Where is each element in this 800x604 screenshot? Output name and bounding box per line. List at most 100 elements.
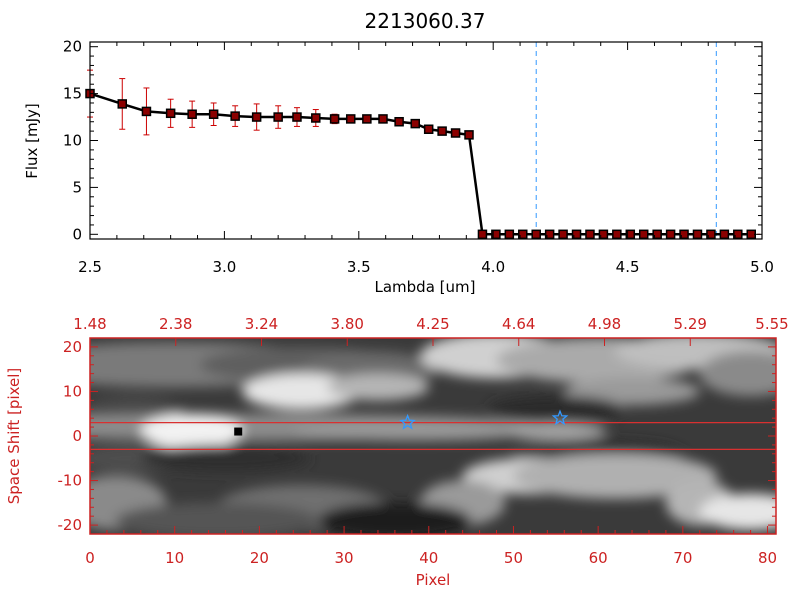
top-tick-label: 3.24	[245, 315, 278, 333]
image-intensity-patch	[699, 493, 776, 530]
data-point	[394, 116, 404, 127]
data-point	[329, 114, 340, 124]
y-tick-label: 15	[63, 85, 82, 103]
image-intensity-patch	[318, 502, 472, 534]
top-tick-label: 3.80	[331, 315, 364, 333]
y-tick-label: 10	[63, 132, 82, 150]
image-intensity-patch	[292, 422, 531, 441]
data-point	[544, 229, 555, 240]
x-tick-label: 5.0	[750, 258, 774, 276]
data-point	[437, 126, 447, 136]
data-point	[311, 113, 321, 123]
star-icon	[551, 409, 569, 426]
x-tick-label: 40	[419, 549, 438, 567]
x-tick-label: 50	[504, 549, 523, 567]
y-tick-label: 0	[72, 427, 82, 445]
x-tick-label: 4.0	[481, 258, 505, 276]
y-axis-label: Space Shift [pixel]	[5, 368, 23, 505]
pixel-axis-ticks: 0 10 20 30 40 50 60 70 80	[85, 526, 777, 567]
position-marker	[234, 427, 243, 436]
y-tick-label: 20	[63, 38, 82, 56]
data-point	[345, 114, 356, 124]
x-tick-label: 2.5	[78, 258, 102, 276]
data-point	[518, 229, 528, 240]
data-point	[612, 229, 622, 240]
top-tick-label: 4.25	[416, 315, 449, 333]
data-point	[679, 229, 689, 240]
data-point	[531, 229, 541, 240]
image-markers	[234, 409, 569, 436]
chart-title: 2213060.37	[365, 9, 486, 33]
flux-points	[85, 88, 756, 240]
y-tick-label: 10	[63, 382, 82, 400]
y-tick-label: 20	[63, 338, 82, 356]
data-point	[292, 112, 302, 122]
x-tick-label: 60	[589, 549, 608, 567]
data-point	[692, 229, 703, 240]
x-tick-label: 3.0	[212, 258, 236, 276]
data-point	[187, 109, 197, 119]
data-point	[117, 99, 128, 109]
x-tick-label: 20	[250, 549, 269, 567]
x-axis-label: Lambda [um]	[375, 278, 476, 296]
data-point	[625, 229, 636, 240]
image-intensity-patch	[487, 395, 624, 423]
data-point	[733, 229, 743, 240]
image-intensity-patch	[140, 444, 311, 472]
data-point	[423, 124, 434, 134]
top-tick-label: 1.48	[73, 315, 106, 333]
x-tick-label: 3.5	[347, 258, 371, 276]
y-axis-ticks: 0 5 10 15 20	[63, 38, 762, 243]
data-point	[652, 229, 662, 240]
data-point	[165, 108, 176, 119]
data-point	[598, 229, 609, 240]
y-tick-label: -10	[58, 472, 83, 490]
extraction-aperture-lines	[90, 422, 776, 450]
data-point	[477, 229, 488, 240]
x-tick-label: 0	[85, 549, 95, 567]
data-point	[504, 229, 515, 240]
star-icon	[399, 413, 416, 430]
x-tick-label: 30	[335, 549, 354, 567]
x-axis-label: Pixel	[416, 571, 451, 589]
image-intensity-patch	[699, 351, 776, 397]
data-point	[464, 130, 474, 140]
image-intensity-patch	[140, 413, 243, 450]
x-tick-label: 10	[165, 549, 184, 567]
vertical-markers	[493, 42, 762, 239]
y-tick-label: 0	[72, 225, 82, 243]
spectrum-plot-frame	[89, 41, 763, 240]
x-tick-label: 80	[758, 549, 777, 567]
y-tick-label: 5	[72, 178, 82, 196]
data-point	[450, 128, 461, 138]
x-axis-ticks: 2.5 3.0 3.5 4.0 4.5 5.0	[78, 42, 774, 276]
data-point	[665, 229, 676, 240]
spectrum-panel: 2213060.37 2.5 3.0 3.5 4.0 4.5 5.0 0 5 10 15 20 L…	[23, 9, 774, 296]
y-tick-label: -20	[58, 516, 83, 534]
image-intensity-patch	[513, 453, 718, 499]
top-tick-label: 2.38	[159, 315, 192, 333]
spectral-image-panel: 0 10 20 30 40 50 60 70 80 -20 -10 0 10 20 1.48 2.38 3.…	[5, 315, 789, 589]
data-point	[230, 111, 240, 121]
space-shift-ticks: -20 -10 0 10 20	[58, 338, 776, 534]
top-tick-label: 5.55	[755, 315, 788, 333]
image-intensity-patch	[326, 373, 429, 401]
top-tick-label: 4.64	[502, 315, 535, 333]
data-point	[378, 114, 388, 124]
data-point	[251, 112, 262, 122]
image-intensity-patch	[564, 377, 701, 405]
data-point	[558, 229, 568, 240]
data-point	[585, 229, 595, 240]
data-point	[719, 229, 730, 240]
data-point	[410, 118, 420, 129]
data-point	[491, 229, 501, 240]
x-tick-label: 4.5	[616, 258, 640, 276]
top-tick-label: 5.29	[674, 315, 707, 333]
data-point	[706, 229, 716, 240]
y-axis-label: Flux [mJy]	[23, 103, 41, 179]
data-point	[571, 229, 582, 240]
data-point	[362, 114, 372, 124]
data-point	[638, 229, 649, 240]
data-point	[273, 112, 283, 122]
